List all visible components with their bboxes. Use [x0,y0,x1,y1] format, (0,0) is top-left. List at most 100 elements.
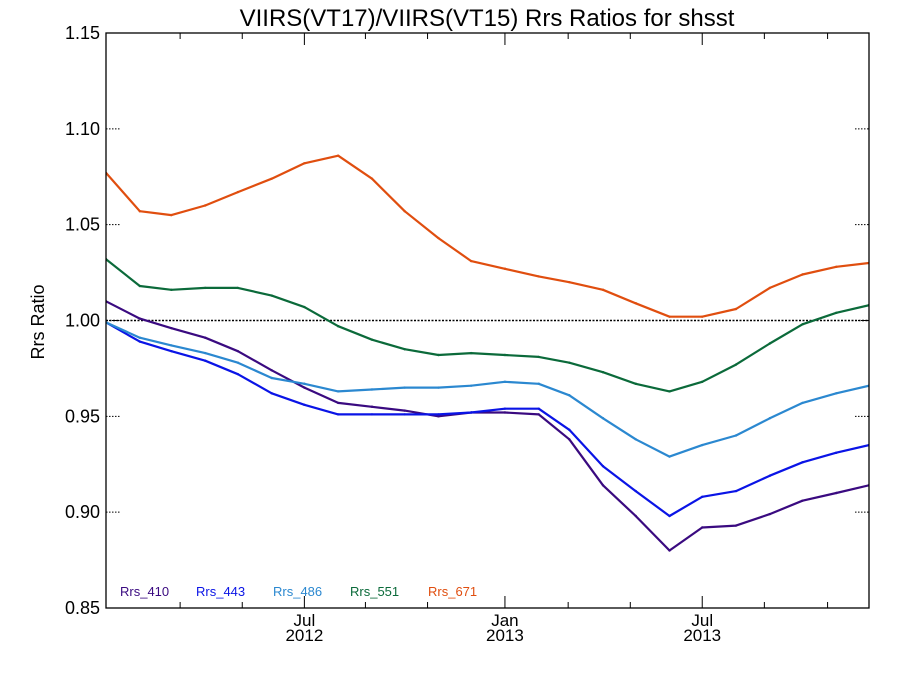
data-point [303,382,306,385]
data-point [203,286,207,290]
data-point [303,162,306,165]
data-point [236,190,240,194]
data-point [601,417,605,420]
data-point [270,177,273,180]
data-point [336,401,340,405]
data-point [734,307,738,311]
data-point [801,273,804,276]
data-point [835,311,838,315]
data-point [370,388,374,391]
data-point [601,464,605,468]
data-point [469,259,473,263]
legend-entry: Rrs_671 [428,584,477,599]
data-point [701,526,704,529]
data-point [668,514,671,518]
data-point [138,340,141,343]
legend-entry: Rrs_486 [273,584,322,599]
data-point [668,455,671,458]
data-point [734,434,738,437]
data-point [303,386,306,389]
data-point [634,382,637,385]
x-tick-label-year: 2013 [486,626,524,645]
data-point [170,326,173,330]
data-point [801,461,804,464]
data-point [537,382,540,385]
data-point [734,363,738,366]
data-point [138,336,141,339]
data-point [469,411,473,414]
data-point [503,380,507,384]
data-point [668,390,671,393]
data-point [437,413,440,416]
x-tick-label-month: Jul [294,611,316,630]
legend-entry: Rrs_410 [120,584,169,599]
data-point [503,267,507,270]
data-point [236,372,240,376]
data-point [768,286,772,290]
data-point [303,403,306,407]
data-point [170,344,173,347]
data-point [236,361,240,364]
plot-frame [105,32,870,609]
data-point [601,288,605,292]
data-point [568,394,571,397]
data-point [403,210,406,213]
x-tick-label-month: Jul [691,611,713,630]
data-point [403,348,406,351]
data-point [601,371,605,374]
axes-layer: 0.850.900.951.001.051.101.15Jul2012Jan20… [65,23,870,645]
data-point [768,417,772,420]
data-point [336,413,340,416]
data-point [203,336,207,339]
data-point [403,386,406,389]
data-point [138,210,141,213]
data-point [734,489,738,493]
series-layer [106,154,869,552]
y-tick-label: 1.15 [65,23,100,43]
data-point [236,286,240,290]
data-point [701,380,704,384]
data-point [403,409,406,412]
data-point [403,413,406,416]
data-point [138,284,141,288]
data-point [437,415,440,418]
series-line-rrs-486 [106,321,869,458]
data-point [469,384,473,387]
data-point [537,275,540,278]
chart-title: VIIRS(VT17)/VIIRS(VT15) Rrs Ratios for s… [240,5,735,32]
data-point [270,369,273,372]
x-tick-label-year: 2012 [285,626,323,645]
data-point [203,204,207,207]
data-point [503,411,507,414]
data-point [469,351,473,355]
data-point [537,407,540,410]
data-point [138,317,141,320]
data-point [701,315,704,318]
data-point [701,495,704,499]
data-point [270,294,273,297]
data-point [336,325,340,328]
data-point [203,351,207,355]
data-point [835,392,838,395]
data-point [437,236,440,240]
data-point [634,438,637,441]
data-point [634,302,637,305]
data-point [601,484,605,487]
data-point [568,438,571,441]
data-point [568,361,571,364]
data-point [634,514,637,518]
data-point [537,355,540,359]
data-point [668,549,671,552]
data-point [801,401,804,405]
y-tick-label: 0.95 [65,406,100,426]
data-point [634,489,637,493]
data-point [370,338,374,341]
data-point [801,499,804,502]
y-tick-label: 0.85 [65,598,100,618]
data-point [537,413,540,416]
data-point [668,315,671,318]
data-point [336,390,340,393]
data-point [568,428,571,431]
x-tick-label-month: Jan [491,611,518,630]
